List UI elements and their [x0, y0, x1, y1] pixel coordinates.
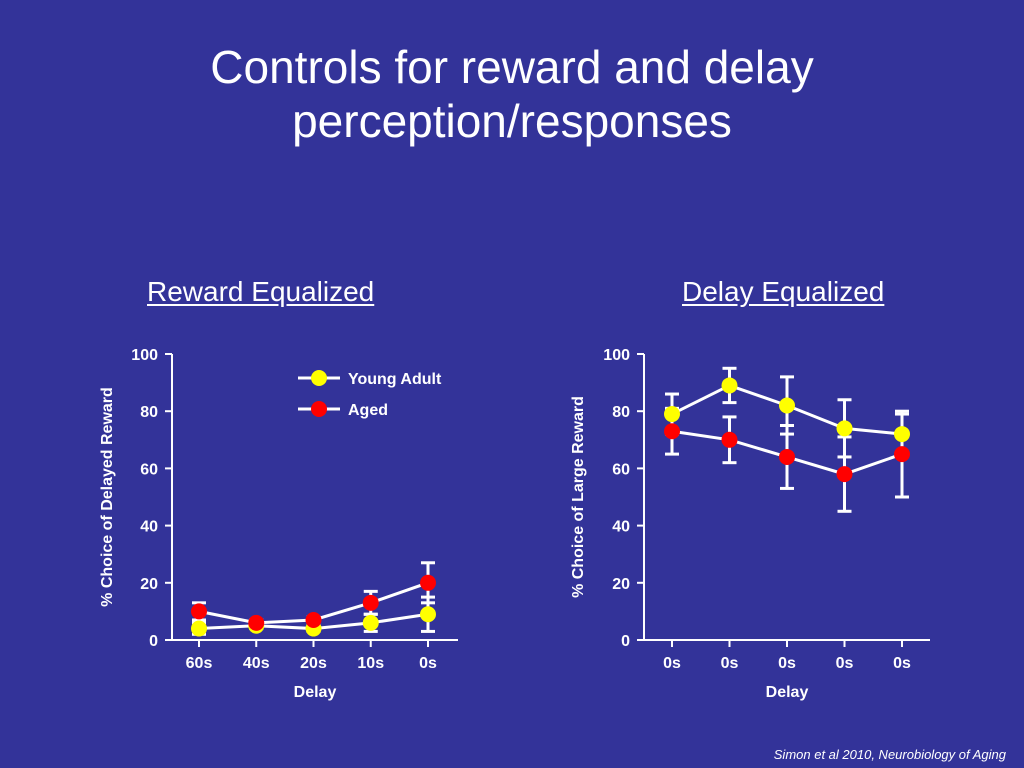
slide-title-line1: Controls for reward and delay — [210, 41, 814, 93]
points-aged — [664, 423, 910, 483]
legend-label: Young Adult — [348, 371, 442, 388]
legend: Young Adult Aged — [298, 370, 442, 419]
chart-left-title: Reward Equalized — [147, 276, 375, 307]
y-tick-label: 20 — [612, 576, 630, 593]
legend-marker — [311, 401, 327, 417]
chart-right: 0 20 40 60 80 100 0s 0s 0s 0s 0s Delay % Choice of L… — [570, 347, 930, 701]
data-point — [362, 594, 379, 611]
x-tick-label: 60s — [186, 655, 213, 672]
slide-title-line2: perception/responses — [292, 95, 732, 147]
y-tick-label: 100 — [603, 347, 630, 364]
points-young-adult — [664, 377, 910, 443]
y-tick-label: 0 — [149, 633, 158, 650]
y-tick-label: 80 — [612, 404, 630, 421]
y-tick-label: 60 — [612, 461, 630, 478]
y-tick-label: 40 — [612, 519, 630, 536]
y-tick-label: 100 — [131, 347, 158, 364]
x-tick-label: 0s — [836, 655, 854, 672]
x-tick-label: 10s — [357, 655, 384, 672]
slide-title: Controls for reward and delay perception… — [0, 40, 1024, 148]
data-point — [362, 614, 379, 631]
points-aged — [191, 574, 436, 631]
y-axis-label: % Choice of Large Reward — [570, 396, 587, 598]
legend-label: Aged — [348, 402, 388, 419]
y-tick-label: 60 — [140, 461, 158, 478]
data-point — [420, 574, 436, 591]
data-point — [836, 420, 853, 437]
data-point — [836, 466, 853, 483]
y-axis-label: % Choice of Delayed Reward — [99, 387, 116, 607]
data-point — [191, 620, 207, 637]
x-tick-label: 40s — [243, 655, 270, 672]
chart-right-title: Delay Equalized — [682, 276, 885, 307]
data-point — [779, 448, 795, 465]
x-tick-label: 0s — [721, 655, 739, 672]
chart-left: 0 20 40 60 80 100 60s 40s 20s 10s 0s Delay % Choice … — [99, 347, 458, 701]
data-point — [721, 377, 738, 394]
data-point — [779, 397, 795, 414]
data-point — [191, 603, 207, 620]
data-point — [894, 426, 910, 443]
x-axis-label: Delay — [294, 684, 337, 701]
y-tick-label: 20 — [140, 576, 158, 593]
y-tick-label: 40 — [140, 519, 158, 536]
legend-marker — [311, 370, 327, 386]
x-tick-label: 0s — [893, 655, 911, 672]
data-point — [721, 431, 738, 448]
data-point — [248, 614, 265, 631]
x-tick-label: 0s — [778, 655, 796, 672]
data-point — [664, 406, 680, 423]
x-tick-label: 0s — [419, 655, 437, 672]
y-tick-label: 0 — [621, 633, 630, 650]
citation: Simon et al 2010, Neurobiology of Aging — [773, 747, 1006, 762]
x-tick-label: 0s — [663, 655, 681, 672]
data-point — [420, 606, 436, 623]
data-point — [894, 446, 910, 463]
data-point — [305, 611, 322, 628]
y-tick-label: 80 — [140, 404, 158, 421]
x-axis-label: Delay — [766, 684, 809, 701]
data-point — [664, 423, 680, 440]
x-tick-label: 20s — [300, 655, 327, 672]
